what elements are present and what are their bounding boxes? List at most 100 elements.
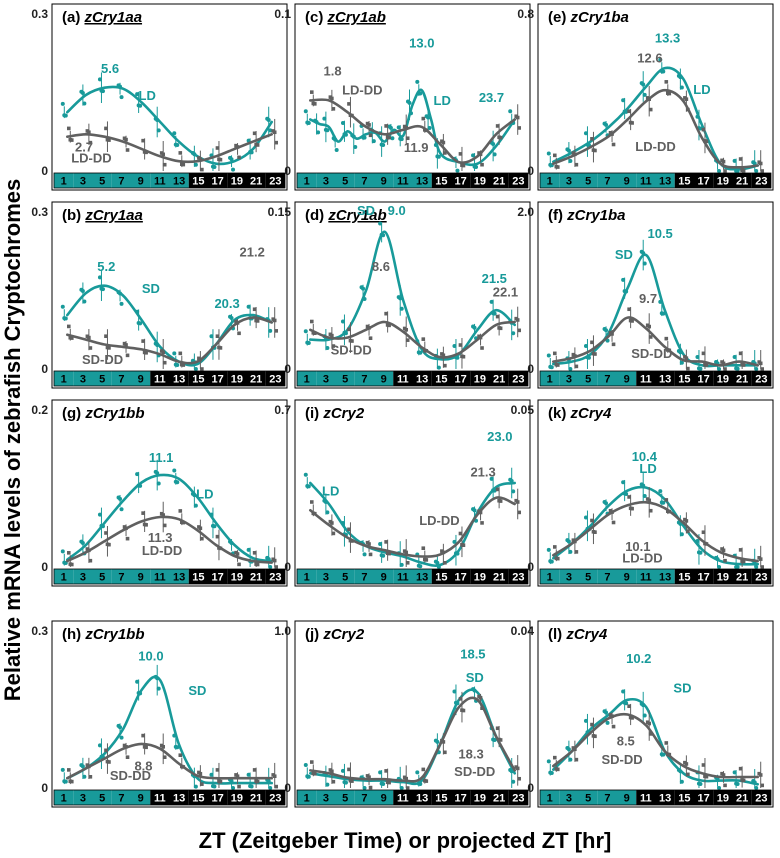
- data-point: [200, 167, 204, 172]
- data-point: [156, 686, 161, 691]
- dark-phase-cell: [227, 371, 247, 386]
- x-tick-label: 7: [361, 176, 367, 188]
- series-ld-dd: [309, 89, 522, 171]
- dark-phase-cell: [227, 790, 247, 805]
- x-tick-label: 15: [678, 374, 690, 386]
- x-tick-label: 7: [604, 176, 610, 188]
- x-tick-label: 21: [493, 176, 505, 188]
- data-point: [461, 163, 466, 168]
- annotation: 5.6: [101, 61, 119, 76]
- annotation: LD: [693, 82, 710, 97]
- data-point: [347, 102, 351, 106]
- data-point: [604, 501, 609, 506]
- panel-frame: [537, 201, 774, 389]
- annotation: 10.5: [647, 226, 672, 241]
- data-point: [546, 759, 551, 764]
- x-tick-label: 1: [547, 793, 553, 805]
- panel-label: (d): [305, 207, 328, 224]
- x-tick-label: 9: [624, 374, 630, 386]
- dark-phase-cell: [732, 173, 752, 188]
- light-phase-cell: [617, 371, 637, 386]
- data-point: [237, 331, 241, 336]
- data-point: [231, 167, 236, 172]
- annotation: 18.5: [460, 647, 485, 662]
- x-tick-label: 23: [512, 793, 524, 805]
- data-point: [178, 509, 183, 513]
- data-point: [144, 351, 148, 355]
- panel-title: (c) zCry1ab: [305, 9, 386, 26]
- data-point: [252, 551, 257, 555]
- data-point: [334, 148, 339, 152]
- data-point: [306, 341, 311, 345]
- x-tick-label: 15: [435, 176, 447, 188]
- data-point: [704, 774, 709, 779]
- data-point: [162, 755, 167, 759]
- data-point: [491, 142, 496, 147]
- gene-name: zCry1ba: [566, 207, 625, 224]
- data-point: [647, 498, 652, 503]
- data-point: [340, 768, 345, 773]
- annotation: 12.6: [637, 51, 662, 66]
- x-tick-label: 21: [250, 793, 262, 805]
- data-point: [60, 304, 65, 309]
- data-point: [387, 551, 391, 556]
- data-point: [387, 135, 391, 140]
- annotation: LD: [196, 487, 213, 502]
- data-point: [215, 146, 220, 150]
- dark-phase-cell: [751, 569, 771, 584]
- data-point: [511, 779, 516, 784]
- data-point: [367, 542, 371, 546]
- panel-title: (k) zCry4: [548, 405, 612, 422]
- dark-phase-cell: [470, 569, 490, 584]
- x-tick-label: 7: [604, 793, 610, 805]
- data-point: [760, 565, 765, 569]
- panel-title: (a) zCry1aa: [62, 9, 142, 26]
- data-point: [312, 771, 317, 776]
- data-point: [119, 735, 124, 740]
- data-point: [246, 304, 251, 309]
- data-point: [686, 529, 690, 534]
- dark-phase-cell: [412, 371, 432, 386]
- x-tick-label: 11: [154, 176, 166, 188]
- data-point: [658, 489, 663, 494]
- data-point: [215, 768, 220, 772]
- data-point: [452, 689, 457, 694]
- light-phase-cell: [73, 371, 93, 386]
- data-point: [272, 130, 277, 135]
- data-point: [721, 361, 726, 366]
- data-point: [648, 508, 653, 513]
- dark-phase-cell: [169, 371, 189, 386]
- panel-frame: [537, 3, 774, 191]
- data-point: [664, 336, 669, 341]
- series-sd: [546, 689, 759, 790]
- light-phase-cell: [131, 569, 151, 584]
- data-point: [701, 351, 706, 356]
- x-tick-label: 23: [512, 572, 524, 584]
- annotation: 10.4: [632, 449, 658, 464]
- x-tick-label: 19: [231, 793, 243, 805]
- annotation: 22.1: [493, 284, 518, 299]
- data-point: [574, 550, 579, 554]
- data-point: [717, 786, 722, 790]
- gene-name: zCry1aa: [84, 9, 143, 26]
- data-point: [309, 760, 314, 764]
- data-point: [458, 152, 463, 156]
- light-phase-cell: [559, 790, 579, 805]
- x-tick-label: 1: [304, 176, 310, 188]
- panel-frame: [537, 399, 774, 587]
- x-tick-label: 7: [361, 572, 367, 584]
- data-point: [611, 342, 616, 347]
- data-point: [517, 776, 522, 781]
- data-point: [511, 489, 516, 494]
- data-point: [517, 126, 522, 130]
- data-point: [107, 346, 111, 350]
- data-point: [461, 354, 466, 359]
- data-point: [441, 353, 446, 358]
- dark-phase-cell: [636, 790, 656, 805]
- data-point: [63, 316, 68, 321]
- light-phase-cell: [617, 790, 637, 805]
